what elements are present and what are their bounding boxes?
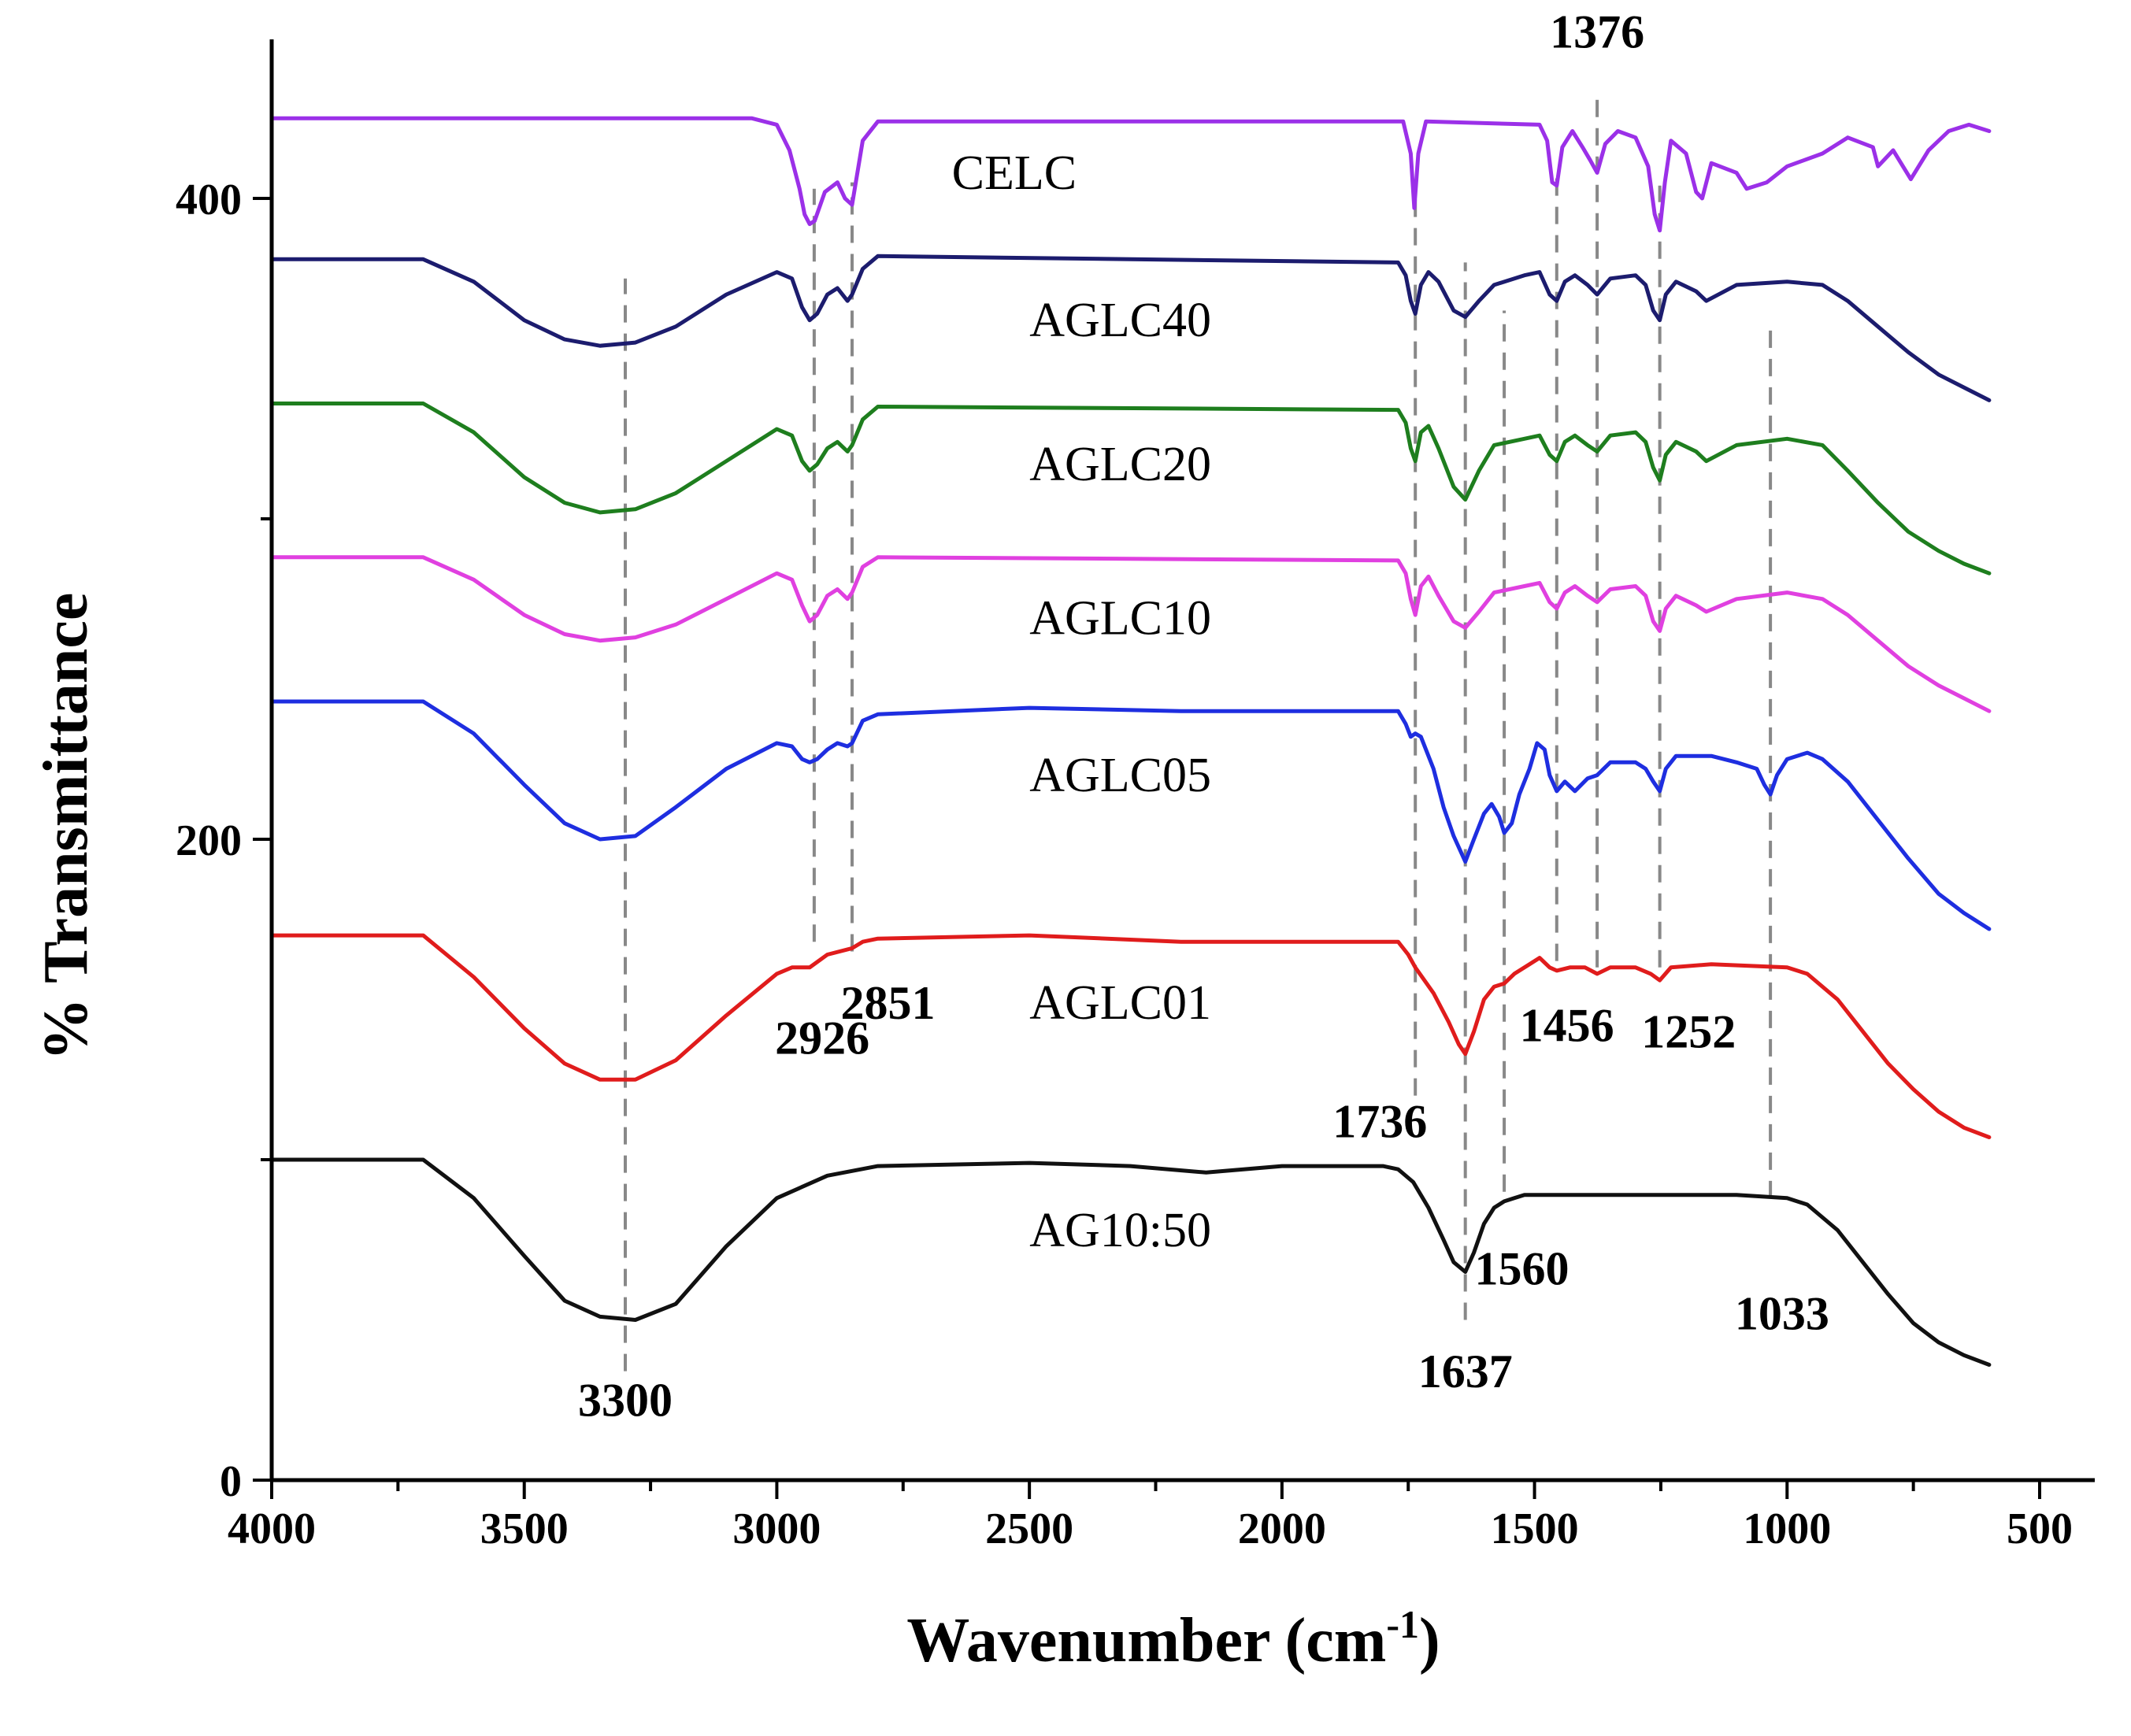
series-labels: CELC AGLC40 AGLC20 AGLC10 AGLC05 AGLC01 AG10:5… xyxy=(952,146,1211,1257)
series-line-aglc20 xyxy=(269,402,1992,576)
x-tick-label: 1500 xyxy=(1491,1505,1579,1553)
x-tick-label: 2500 xyxy=(985,1505,1073,1553)
peak-label: 1456 xyxy=(1520,999,1614,1051)
series-label: AGLC01 xyxy=(1029,976,1211,1030)
peak-label: 1033 xyxy=(1735,1288,1829,1340)
x-tick-label: 1000 xyxy=(1743,1505,1831,1553)
y-axis-title: % Transmittance xyxy=(32,593,101,1061)
y-tick-label: 200 xyxy=(176,816,242,865)
peak-label: 1736 xyxy=(1332,1096,1427,1148)
series-label: AGLC05 xyxy=(1029,749,1211,802)
peak-label: 1560 xyxy=(1475,1243,1570,1295)
series-label: AGLC40 xyxy=(1029,294,1211,347)
x-axis-title: Wavenumber (cm-1) xyxy=(906,1602,1440,1675)
peak-label: 2851 xyxy=(841,977,936,1029)
peak-guide-lines xyxy=(624,95,1773,1371)
x-tick-label: 3500 xyxy=(480,1505,569,1553)
spectra-series xyxy=(269,116,1992,1367)
x-axis-unit-superscript: -1 xyxy=(1386,1602,1419,1646)
axis-ticks: 4000 3500 3000 2500 2000 1500 1000 500 0 200 400 xyxy=(176,176,2073,1553)
series-line-aglc05 xyxy=(269,699,1992,931)
series-label: AG10:50 xyxy=(1029,1204,1211,1257)
series-line-ag1050 xyxy=(269,1157,1992,1367)
x-axis-unit-open: (cm xyxy=(1285,1606,1387,1675)
axes xyxy=(269,39,2095,1482)
series-line-celc xyxy=(269,116,1992,233)
series-line-aglc01 xyxy=(269,933,1992,1139)
x-axis-unit-close: ) xyxy=(1419,1606,1440,1675)
x-axis-title-text: Wavenumber xyxy=(906,1606,1270,1675)
peak-label: 1252 xyxy=(1641,1006,1736,1058)
series-label: CELC xyxy=(952,146,1077,200)
x-tick-label: 3000 xyxy=(732,1505,821,1553)
peak-label: 1376 xyxy=(1550,6,1644,58)
peak-label: 3300 xyxy=(578,1375,673,1427)
x-tick-label: 4000 xyxy=(228,1505,316,1553)
series-line-aglc10 xyxy=(269,555,1992,713)
y-tick-label: 400 xyxy=(176,176,242,224)
peak-label: 1637 xyxy=(1418,1345,1513,1397)
series-label: AGLC20 xyxy=(1029,438,1211,491)
x-tick-label: 2000 xyxy=(1238,1505,1326,1553)
y-tick-label: 0 xyxy=(220,1457,242,1506)
peak-label: 2926 xyxy=(775,1012,869,1064)
x-tick-label: 500 xyxy=(2007,1505,2073,1553)
series-line-aglc40 xyxy=(269,254,1992,402)
series-label: AGLC10 xyxy=(1029,592,1211,646)
